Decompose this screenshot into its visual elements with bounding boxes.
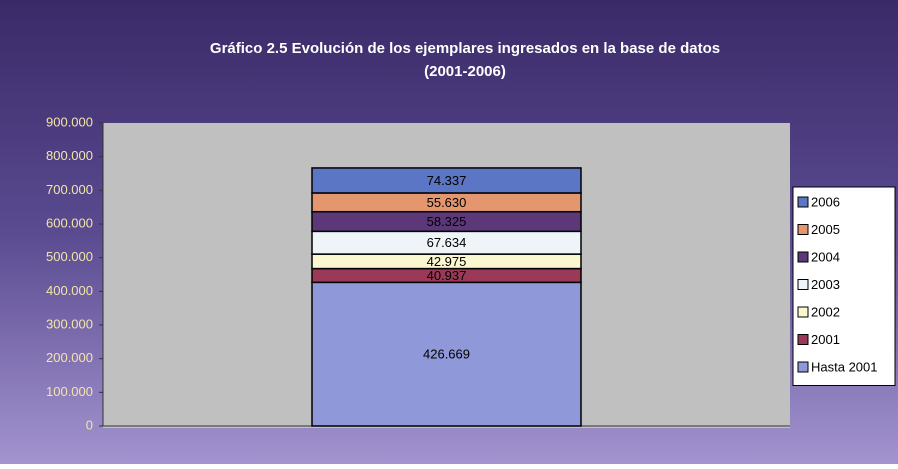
y-tick-label: 300.000 [46,316,93,331]
legend-label: 2001 [811,332,840,347]
data-label: 74.337 [427,173,467,188]
legend-label: 2002 [811,304,840,319]
legend-swatch [797,251,809,263]
data-label: 67.634 [427,235,467,250]
y-tick-label: 600.000 [46,215,93,230]
legend-label: 2003 [811,277,840,292]
y-tick-label: 900.000 [46,114,93,129]
chart-subtitle: (2001-2006) [424,63,506,80]
legend-swatch [797,361,809,373]
y-tick-label: 100.000 [46,384,93,399]
legend-box [792,186,896,386]
data-label: 40.937 [427,268,467,283]
y-tick-label: 400.000 [46,283,93,298]
legend-swatch [797,279,809,290]
data-label: 42.975 [427,254,467,269]
legend-swatch [797,306,809,318]
legend-swatch [797,334,809,345]
legend-swatch [797,224,809,235]
y-tick-label: 700.000 [46,182,93,197]
y-tick-label: 0 [86,417,93,432]
data-label: 55.630 [427,195,467,210]
legend-label: 2005 [811,222,840,237]
legend-swatch [797,196,809,208]
bar-segment [311,167,582,194]
data-label: 426.669 [423,347,470,362]
y-tick-label: 500.000 [46,249,93,264]
data-label: 58.325 [427,214,467,229]
legend-label: 2004 [811,249,840,264]
legend-label: 2006 [811,194,840,209]
legend-label: Hasta 2001 [811,359,878,374]
y-tick-label: 800.000 [46,148,93,163]
y-tick-label: 200.000 [46,350,93,365]
chart-title: Gráfico 2.5 Evolución de los ejemplares … [210,40,720,57]
